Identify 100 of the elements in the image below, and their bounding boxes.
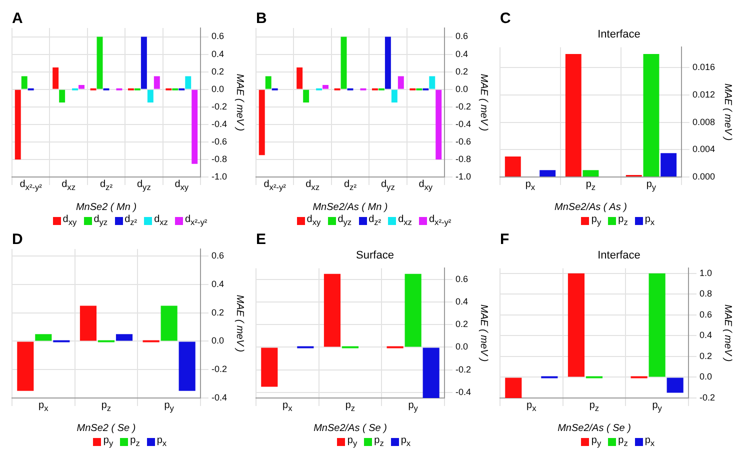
- y-tick-label: -0.8: [455, 154, 472, 164]
- legend-label: d$_{z²}$: [124, 213, 138, 229]
- bar: [147, 90, 154, 102]
- y-axis-title: MAE ( meV ): [478, 304, 490, 362]
- y-tick-label: 1.0: [699, 268, 712, 278]
- x-tick-label: d$_{z²}$: [100, 179, 112, 193]
- bar: [504, 156, 521, 176]
- y-tick-label: -0.2: [455, 101, 472, 112]
- y-tick-label: 0.6: [211, 250, 224, 261]
- x-tick-label: p$_{z}$: [345, 400, 356, 414]
- y-tick-label: 0.0: [455, 342, 468, 352]
- y-tick-label: 0.000: [692, 171, 716, 182]
- chart-title: F: [500, 231, 510, 248]
- x-tick-label: p$_{x}$: [526, 400, 536, 414]
- y-tick-label: 0.0: [211, 336, 224, 346]
- y-axis-title: MAE ( meV ): [722, 304, 734, 362]
- bar: [178, 342, 196, 391]
- y-axis-title: MAE ( meV ): [234, 74, 246, 132]
- y-tick-label: 0.004: [692, 144, 716, 154]
- legend-label: p$_{y}$: [591, 434, 602, 450]
- y-axis-title: MAE ( meV ): [478, 74, 490, 132]
- y-tick-label: 0.0: [699, 372, 712, 382]
- y-tick-label: -0.6: [211, 136, 228, 146]
- y-tick-label: -0.4: [211, 392, 228, 402]
- x-axis-title: MnSe2/As ( Se ): [314, 422, 387, 434]
- x-tick-label: p$_{z}$: [589, 400, 600, 414]
- legend-label: p$_{z}$: [618, 213, 628, 229]
- bar: [436, 90, 442, 160]
- y-tick-label: 0.4: [699, 330, 712, 340]
- y-tick-label: -0.2: [211, 364, 228, 374]
- y-tick-label: -1.0: [211, 171, 228, 182]
- x-tick-label: p$_{x}$: [282, 400, 292, 414]
- x-tick-label: p$_{y}$: [408, 400, 418, 414]
- x-tick-label: p$_{y}$: [652, 400, 662, 414]
- legend-label: d$_{yz}$: [94, 213, 108, 229]
- x-axis-title: MnSe2 ( Se ): [76, 422, 136, 434]
- bar: [582, 170, 599, 176]
- y-tick-label: -0.2: [211, 101, 228, 112]
- x-axis-title: MnSe2/As ( As ): [554, 202, 627, 213]
- x-axis-title: MnSe2/As ( Mn ): [312, 202, 388, 213]
- x-tick-label: d$_{xz}$: [306, 179, 320, 193]
- y-tick-label: -0.2: [699, 392, 716, 402]
- y-tick-label: -0.2: [455, 364, 472, 374]
- y-axis-title: MAE ( meV ): [234, 294, 246, 352]
- bar: [384, 36, 391, 89]
- bar: [140, 36, 147, 89]
- y-tick-label: 0.016: [692, 62, 716, 72]
- bar: [59, 90, 66, 102]
- y-tick-label: 0.2: [455, 66, 468, 76]
- x-tick-label: d$_{z²}$: [344, 179, 356, 193]
- x-tick-label: d$_{yz}$: [136, 179, 151, 193]
- x-tick-label: p$_{x}$: [525, 179, 536, 193]
- bar: [96, 36, 103, 89]
- bar: [429, 76, 436, 89]
- legend-label: p$_{z}$: [618, 434, 628, 450]
- y-tick-label: 0.2: [455, 319, 468, 330]
- x-tick-label: d$_{xz}$: [62, 179, 76, 193]
- bar: [322, 84, 328, 89]
- legend-label: d$_{xy}$: [306, 213, 321, 229]
- x-axis-title: MnSe2 ( Mn ): [76, 202, 137, 213]
- bar: [265, 76, 272, 89]
- legend-label: p$_{x}$: [644, 213, 655, 229]
- y-tick-label: -0.4: [455, 386, 472, 397]
- legend-label: d$_{xz}$: [398, 213, 412, 229]
- y-tick-label: 0.6: [699, 309, 712, 320]
- x-tick-label: p$_{x}$: [38, 400, 48, 414]
- bar: [14, 90, 21, 160]
- bar: [565, 54, 582, 176]
- x-tick-label: d$_{x²-y²}$: [264, 179, 286, 193]
- bar: [78, 84, 84, 89]
- bar: [303, 90, 310, 102]
- legend-label: p$_{x}$: [156, 434, 167, 450]
- legend-label: p$_{z}$: [374, 434, 384, 450]
- chart-subtitle: Interface: [598, 28, 640, 41]
- bar: [21, 76, 28, 89]
- legend-label: p$_{z}$: [130, 434, 140, 450]
- y-tick-label: 0.2: [699, 350, 712, 361]
- x-tick-label: d$_{yz}$: [380, 179, 395, 193]
- bar: [192, 90, 198, 164]
- y-tick-label: -0.4: [211, 118, 228, 129]
- y-tick-label: -0.8: [211, 154, 228, 164]
- y-tick-label: -1.0: [455, 171, 472, 182]
- bar: [540, 170, 556, 176]
- x-tick-label: d$_{xy}$: [418, 179, 433, 193]
- y-tick-label: 0.4: [455, 48, 468, 59]
- chart-subtitle: Interface: [598, 250, 640, 262]
- y-tick-label: -0.4: [455, 118, 472, 129]
- bar: [154, 76, 160, 89]
- chart-title: B: [256, 10, 267, 28]
- x-tick-label: p$_{z}$: [101, 400, 112, 414]
- x-tick-label: d$_{x²-y²}$: [20, 179, 42, 193]
- x-axis-title: MnSe2/As ( Se ): [558, 422, 631, 434]
- bar: [185, 76, 192, 89]
- y-axis-title: MAE ( meV ): [722, 83, 734, 141]
- chart-title: D: [12, 231, 23, 248]
- y-tick-label: 0.6: [455, 31, 468, 42]
- x-tick-label: d$_{xy}$: [174, 179, 189, 193]
- bar: [398, 76, 404, 89]
- bar: [52, 67, 59, 89]
- legend-label: d$_{xy}$: [62, 213, 77, 229]
